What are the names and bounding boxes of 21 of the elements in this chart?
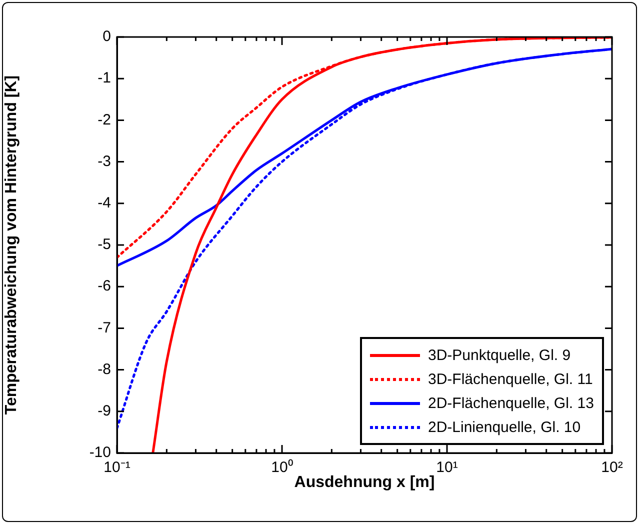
y-tick-label: -6 <box>98 278 111 295</box>
y-tick-label: -7 <box>98 319 111 336</box>
y-tick-label: -9 <box>98 402 111 420</box>
y-tick-label: -1 <box>98 70 111 87</box>
y-tick-label: -8 <box>98 360 111 378</box>
x-tick-label: 10² <box>601 459 623 476</box>
y-tick-label: -3 <box>98 152 111 170</box>
legend-label: 2D-Linienquelle, Gl. 10 <box>428 418 581 436</box>
x-tick-label: 10¹ <box>436 459 458 476</box>
y-tick-label: -2 <box>98 111 111 128</box>
y-tick-label: -10 <box>89 444 111 462</box>
y-tick-label: -4 <box>98 194 111 212</box>
y-tick-label: 0 <box>102 28 111 46</box>
x-axis-title: Ausdehnung x [m] <box>294 474 435 491</box>
x-tick-label: 10⁻¹ <box>104 459 130 476</box>
x-tick-label: 10⁰ <box>271 459 293 476</box>
legend-label: 3D-Punktquelle, Gl. 9 <box>428 346 571 364</box>
legend-label: 3D-Flächenquelle, Gl. 11 <box>428 370 593 388</box>
y-tick-label: -5 <box>98 236 111 254</box>
legend-label: 2D-Flächenquelle, Gl. 13 <box>428 394 594 412</box>
y-axis-title: Temperaturabweichung vom Hintergrund [K] <box>3 75 20 415</box>
